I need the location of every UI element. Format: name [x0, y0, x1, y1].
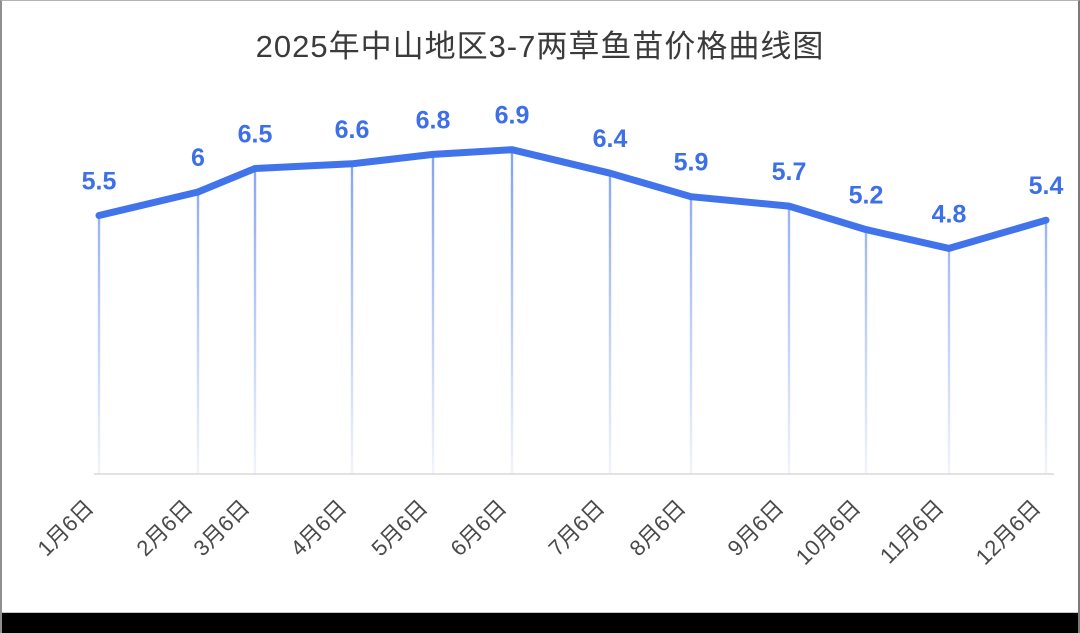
data-label: 6.6: [335, 116, 370, 144]
data-label: 5.2: [849, 182, 884, 210]
x-axis-tick-label: 12月6日: [971, 495, 1046, 570]
x-axis-tick-label: 9月6日: [722, 495, 788, 561]
data-label: 4.8: [932, 200, 967, 228]
x-axis-tick-label: 4月6日: [285, 495, 351, 561]
x-axis-tick-label: 1月6日: [32, 495, 98, 561]
x-axis-tick-label: 6月6日: [445, 495, 511, 561]
x-axis-tick-label: 8月6日: [624, 495, 690, 561]
data-label: 6: [191, 144, 205, 172]
x-axis-tick-label: 5月6日: [366, 495, 432, 561]
data-label: 5.4: [1029, 172, 1064, 200]
data-label: 5.9: [674, 149, 709, 177]
data-label: 6.8: [416, 106, 451, 134]
data-label: 5.7: [772, 158, 807, 186]
bottom-black-bar: [2, 612, 1078, 633]
data-label: 6.9: [495, 102, 530, 130]
x-axis-tick-label: 11月6日: [875, 495, 949, 569]
data-label: 6.5: [238, 121, 273, 149]
data-label: 5.5: [82, 168, 117, 196]
x-axis-tick-label: 2月6日: [131, 495, 197, 561]
chart-title: 2025年中山地区3-7两草鱼苗价格曲线图: [255, 29, 825, 64]
x-axis-tick-label: 10月6日: [791, 495, 866, 570]
x-axis-tick-label: 7月6日: [543, 495, 609, 561]
price-line-series: [95, 146, 1050, 252]
data-label: 6.4: [593, 125, 628, 153]
x-axis-tick-label: 3月6日: [188, 495, 254, 561]
